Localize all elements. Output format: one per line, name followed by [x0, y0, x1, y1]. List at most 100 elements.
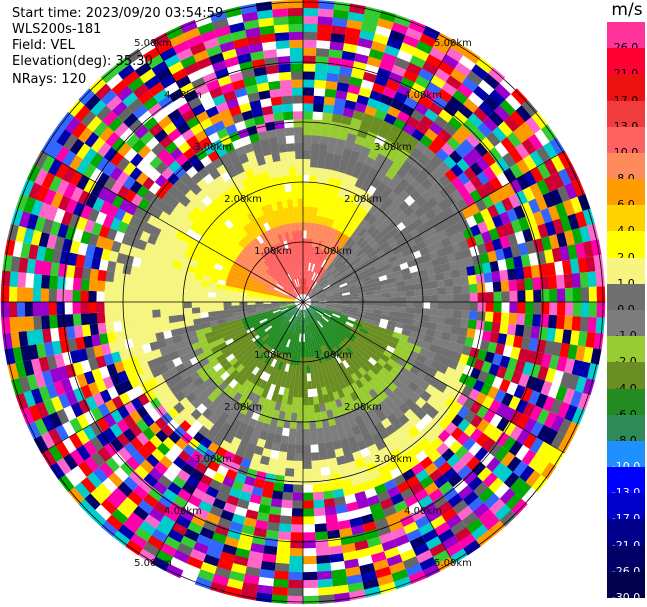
radial-bin: [32, 315, 43, 331]
radial-bin: [213, 349, 223, 359]
radial-bin: [277, 269, 285, 278]
radial-bin: [436, 32, 455, 48]
radial-bin: [249, 355, 258, 364]
radial-bin: [212, 329, 222, 337]
radial-bin: [316, 554, 331, 565]
radial-bin: [263, 293, 272, 297]
radial-bin: [294, 373, 300, 382]
radial-bin: [340, 535, 355, 546]
radial-bin: [285, 312, 292, 320]
radial-bin: [580, 302, 590, 317]
radial-bin: [294, 142, 303, 152]
radial-bin: [232, 283, 242, 289]
colorbar-swatch: [607, 440, 645, 468]
radial-bin: [243, 195, 253, 206]
radial-bin: [241, 160, 252, 172]
radial-bin: [318, 443, 327, 453]
radial-bin: [286, 223, 292, 232]
radial-bin: [246, 242, 256, 252]
radial-bin: [267, 268, 275, 276]
radial-bin: [278, 370, 285, 380]
radial-bin: [260, 496, 272, 507]
radial-bin: [377, 574, 394, 587]
radial-bin: [271, 441, 281, 452]
radial-bin: [326, 72, 340, 83]
radial-bin: [488, 442, 503, 458]
radial-bin: [396, 110, 411, 124]
radial-bin: [201, 275, 211, 283]
radial-bin: [148, 507, 165, 523]
radial-bin: [254, 349, 263, 358]
radial-bin: [303, 548, 317, 557]
radial-bin: [349, 391, 359, 402]
radial-bin: [416, 332, 427, 342]
radial-bin: [134, 527, 152, 543]
radial-bin: [137, 499, 154, 515]
radial-bin: [271, 218, 279, 228]
radial-bin: [420, 425, 433, 439]
radial-bin: [229, 345, 239, 354]
radial-bin: [329, 40, 345, 51]
radial-bin: [295, 166, 303, 175]
radial-bin: [24, 272, 35, 288]
radial-bin: [245, 150, 257, 161]
radial-bin: [288, 323, 294, 332]
radial-bin: [161, 191, 174, 204]
radial-bin: [259, 264, 268, 272]
radial-bin: [189, 548, 207, 562]
radial-bin: [229, 521, 244, 533]
radial-bin: [247, 391, 257, 402]
radial-bin: [372, 281, 381, 288]
radial-bin: [137, 326, 148, 337]
radial-bin: [253, 115, 265, 126]
radial-bin: [533, 378, 546, 394]
radial-bin: [312, 364, 318, 373]
radial-bin: [359, 327, 369, 335]
radial-bin: [247, 175, 258, 186]
radial-bin: [266, 229, 274, 239]
radial-bin: [461, 76, 479, 92]
radial-bin: [136, 275, 146, 286]
radial-bin: [402, 122, 416, 136]
radial-bin: [175, 302, 184, 309]
radial-bin: [259, 25, 275, 36]
radial-bin: [194, 462, 208, 475]
radial-bin: [254, 420, 264, 431]
radial-bin: [278, 184, 286, 194]
radial-bin: [228, 131, 241, 143]
radial-bin: [215, 288, 225, 294]
radial-bin: [329, 169, 338, 180]
radial-bin: [350, 524, 365, 536]
radial-bin: [368, 215, 378, 226]
radial-bin: [123, 442, 138, 457]
radial-bin: [296, 421, 303, 430]
radial-bin: [438, 481, 454, 496]
radial-bin: [279, 306, 288, 310]
radial-bin: [303, 563, 318, 573]
radial-bin: [180, 54, 197, 69]
radial-bin: [303, 15, 318, 25]
radial-bin: [358, 171, 369, 182]
radial-bin: [549, 137, 565, 155]
radial-bin: [463, 539, 481, 556]
radial-bin: [223, 302, 232, 307]
radial-bin: [123, 476, 139, 492]
radial-bin: [288, 579, 303, 589]
radial-bin: [276, 315, 284, 321]
radial-bin: [252, 237, 261, 247]
radial-bin: [119, 127, 135, 143]
radial-bin: [151, 32, 170, 48]
radial-bin: [217, 192, 229, 204]
radial-bin: [48, 288, 57, 302]
radial-bin: [248, 550, 264, 562]
radial-bin: [305, 254, 308, 263]
radial-bin: [73, 325, 84, 339]
radial-bin: [394, 56, 410, 70]
radial-bin: [26, 258, 37, 274]
radial-bin: [405, 284, 414, 292]
radial-bin: [296, 325, 300, 334]
radial-bin: [112, 282, 122, 293]
radial-bin: [494, 343, 506, 356]
radial-bin: [522, 265, 533, 279]
range-ring-label: 2.00km: [224, 194, 262, 205]
